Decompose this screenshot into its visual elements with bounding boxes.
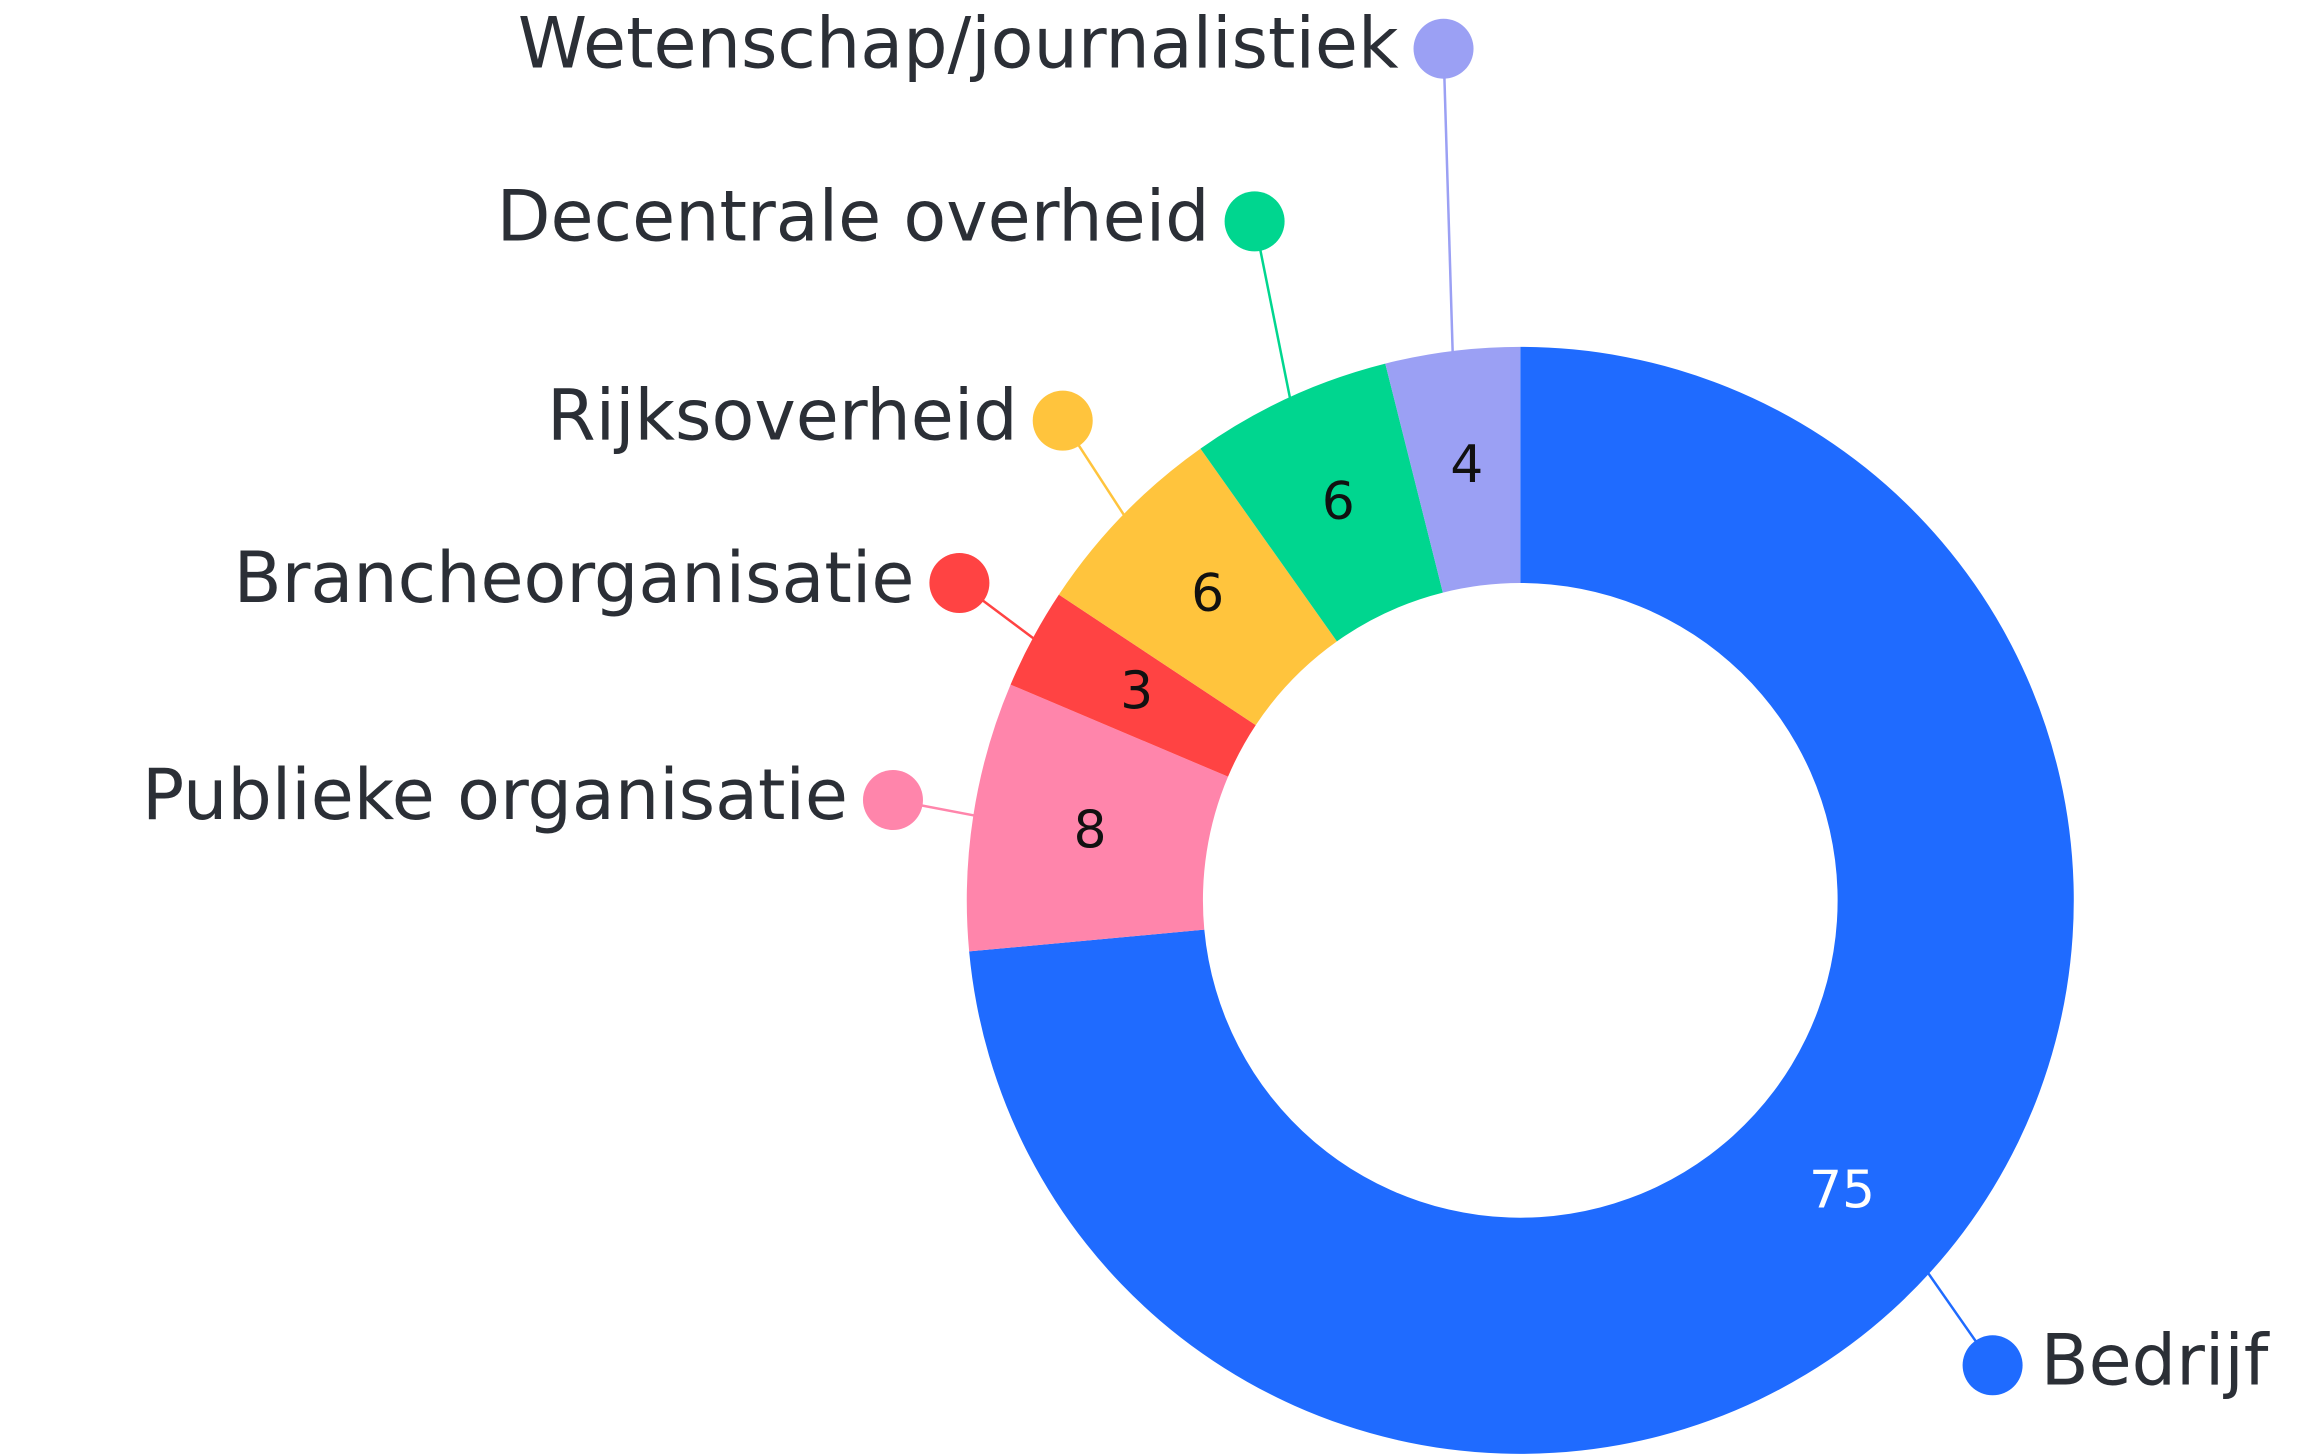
category-label: Wetenschap/journalistiek: [518, 3, 1399, 85]
donut-segment: [1200, 363, 1443, 642]
donut-segment: [1010, 594, 1256, 777]
donut-segment: [966, 684, 1229, 952]
value-label: 4: [1450, 435, 1483, 495]
category-label: Publieke organisatie: [142, 754, 848, 836]
value-label: 8: [1073, 801, 1106, 861]
donut-segment: [969, 346, 2074, 1454]
legend-dot: [1962, 1335, 2023, 1396]
category-label: Bedrijf: [2041, 1319, 2270, 1401]
legend-dot: [929, 553, 990, 614]
legend-dot: [1032, 390, 1093, 451]
value-label: 6: [1322, 472, 1355, 532]
leader-line: [1253, 221, 1292, 402]
category-label: Decentrale overheid: [497, 175, 1210, 257]
value-label: 6: [1191, 564, 1224, 624]
value-label: 75: [1809, 1161, 1875, 1221]
category-label: Brancheorganisatie: [234, 537, 915, 619]
legend-dot: [862, 769, 923, 830]
legend-dot: [1224, 191, 1285, 252]
donut-segment: [1385, 346, 1521, 593]
leader-line: [1442, 48, 1455, 356]
donut-segment: [1058, 448, 1337, 726]
legend-dot: [1413, 18, 1474, 79]
category-label: Rijksoverheid: [547, 375, 1018, 457]
value-label: 3: [1120, 661, 1153, 721]
